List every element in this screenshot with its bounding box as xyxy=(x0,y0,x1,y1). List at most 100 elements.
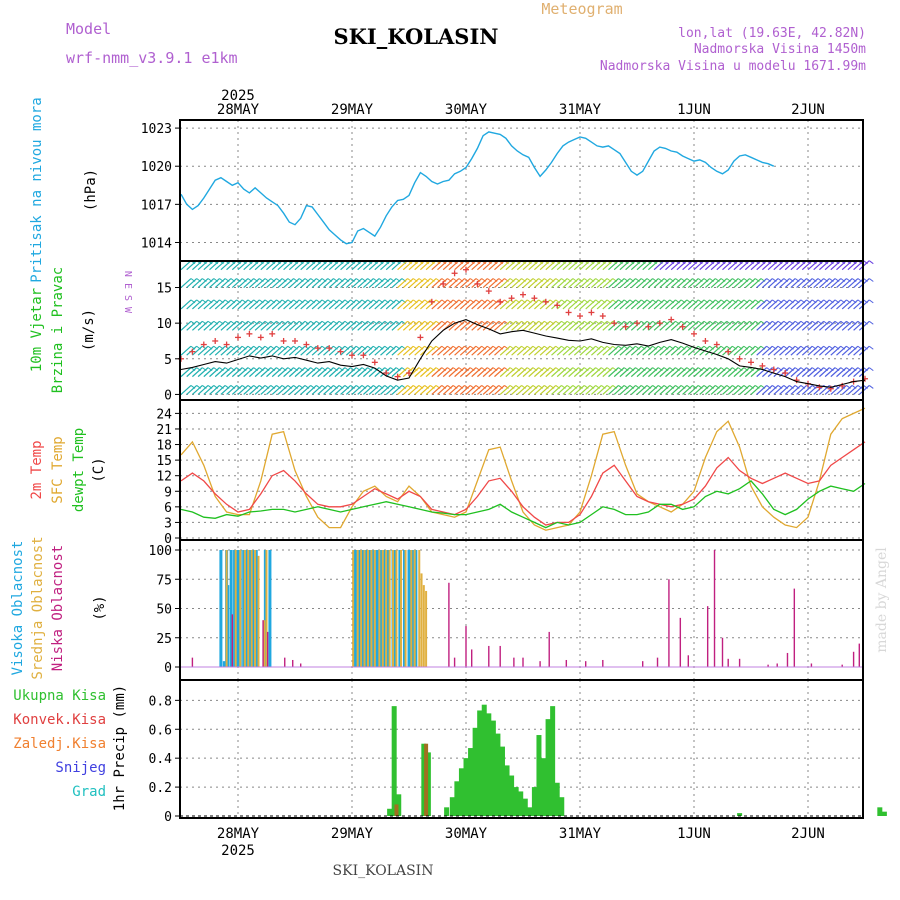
cloud-high-bar xyxy=(360,550,364,667)
wind-barb xyxy=(739,320,751,331)
wind-barb xyxy=(397,260,409,271)
wind-barb xyxy=(750,260,762,271)
wind-barb xyxy=(801,260,813,271)
wind-barb xyxy=(425,345,437,356)
wind-barb xyxy=(545,367,557,378)
wind-barb xyxy=(209,278,220,288)
wind-barb xyxy=(419,384,431,395)
wind-barb xyxy=(744,320,756,331)
wind-barb xyxy=(505,278,517,288)
wind-barb xyxy=(625,384,637,395)
wind-barb xyxy=(830,345,842,356)
wind-barb xyxy=(380,278,391,288)
precip-bar xyxy=(425,752,431,816)
wind-barb xyxy=(824,299,836,310)
wind-barb xyxy=(830,260,842,271)
wind-barb xyxy=(847,345,859,356)
wind-barb xyxy=(323,260,334,271)
wind-barb xyxy=(801,278,813,288)
cloud-mid-bar xyxy=(363,550,366,667)
wind-barb xyxy=(214,260,226,271)
wind-barb xyxy=(323,367,334,378)
wind-barb xyxy=(414,367,426,378)
cloud-mid-bar xyxy=(243,550,246,667)
wind-barb xyxy=(556,320,568,331)
wind-barb xyxy=(340,260,352,271)
wind-barb xyxy=(476,299,488,310)
wind-barb xyxy=(670,384,682,395)
wind-barb xyxy=(533,260,545,271)
cloud-mid-bar xyxy=(418,550,421,667)
location-coords: lon,lat (19.63E, 42.82N) xyxy=(678,26,866,41)
y-tick-label: 0.6 xyxy=(149,723,172,738)
wind-barb xyxy=(243,345,255,356)
wind-barb xyxy=(197,367,209,378)
cloud-low-bar xyxy=(539,661,541,667)
wind-barb xyxy=(442,299,454,310)
wind-barb xyxy=(419,278,431,288)
precip-bar xyxy=(468,748,474,816)
wind-barb xyxy=(476,278,488,288)
wind-barb xyxy=(431,320,443,331)
wind-barb xyxy=(191,320,203,331)
wind-barb xyxy=(533,278,545,288)
wind-barb xyxy=(739,278,751,288)
wind-barb xyxy=(613,260,625,271)
cloud-high-bar xyxy=(402,550,406,667)
y-tick-label: 15 xyxy=(156,454,172,469)
cloud-high-bar xyxy=(219,550,223,667)
wind-barb xyxy=(516,299,528,310)
wind-barb xyxy=(305,299,317,310)
wind-barb xyxy=(767,345,779,356)
wind-barb xyxy=(465,367,477,378)
wind-barb xyxy=(710,260,722,271)
wind-barb xyxy=(516,367,528,378)
precip-bar xyxy=(518,791,524,816)
wind-barb xyxy=(499,384,511,395)
wind-barb xyxy=(283,367,295,378)
wind-barb xyxy=(779,260,790,271)
wind-barb xyxy=(596,278,608,288)
wind-barb xyxy=(266,299,277,310)
wind-barb xyxy=(590,384,602,395)
wind-barb xyxy=(528,260,540,271)
wind-barb xyxy=(756,345,768,356)
wind-barb xyxy=(539,278,551,288)
wind-barb xyxy=(391,278,403,288)
wind-barb xyxy=(602,367,614,378)
wind-barb xyxy=(425,260,437,271)
wind-barb xyxy=(254,260,266,271)
wind-barb xyxy=(425,278,437,288)
wind-barb xyxy=(836,367,847,378)
wind-barb xyxy=(858,367,870,378)
wind-barb xyxy=(266,345,277,356)
wind-barb xyxy=(186,345,198,356)
wind-barb xyxy=(180,367,192,378)
wind-barb xyxy=(533,320,545,331)
wind-barb xyxy=(790,260,802,271)
wind-barb xyxy=(796,278,808,288)
wind-barb xyxy=(761,367,773,378)
wind-barb xyxy=(533,367,545,378)
top-date-label: 29MAY xyxy=(331,102,374,118)
wind-barb xyxy=(619,384,631,395)
cloud-mid-bar xyxy=(420,573,423,667)
wind-barb xyxy=(727,345,739,356)
wind-barb xyxy=(744,299,756,310)
wind-barb xyxy=(847,384,859,395)
wind-barb xyxy=(853,384,865,395)
wind-barb xyxy=(784,384,796,395)
cloud-mid-bar xyxy=(378,550,381,667)
wind-barb xyxy=(454,345,466,356)
wind-barb xyxy=(431,299,443,310)
cloud-high-bar xyxy=(233,550,237,667)
wind-barb xyxy=(277,260,289,271)
wind-barb xyxy=(682,367,694,378)
wind-barb xyxy=(727,278,739,288)
wind-barb xyxy=(585,278,597,288)
cloud-low-bar xyxy=(767,664,769,667)
precip-bar xyxy=(536,735,542,816)
wind-barb xyxy=(266,320,277,331)
y-tick-label: 21 xyxy=(156,423,172,438)
wind-barb xyxy=(647,299,659,310)
